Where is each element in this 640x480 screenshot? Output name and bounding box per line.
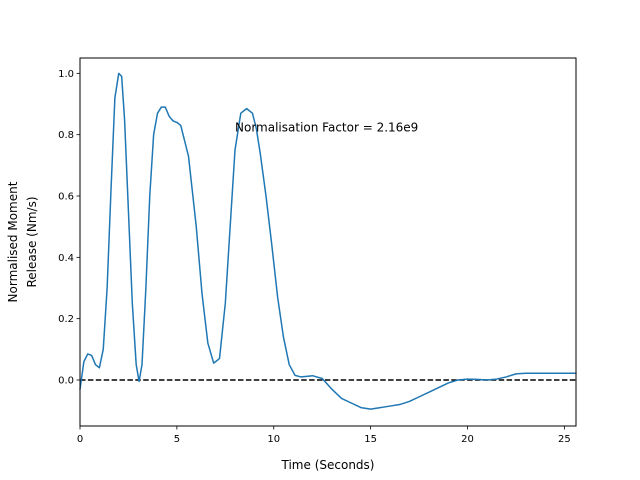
plot-content bbox=[79, 72, 577, 410]
x-tick-label: 5 bbox=[174, 434, 180, 445]
series-line-1 bbox=[79, 72, 577, 410]
plot-area bbox=[80, 58, 576, 426]
x-tick-label: 15 bbox=[364, 434, 377, 445]
y-axis-label-line-2: Release (Nm/s) bbox=[25, 196, 39, 287]
y-axis-label-line-1: Normalised Moment bbox=[6, 181, 20, 302]
plot-frame bbox=[79, 57, 577, 427]
x-tick-label: 10 bbox=[267, 434, 280, 445]
x-axis-ticks: 0 5 10 15 20 25 bbox=[77, 426, 571, 445]
y-tick-label: 0.8 bbox=[58, 130, 74, 141]
y-tick-label: 0.4 bbox=[58, 253, 74, 264]
y-tick-label: 0.2 bbox=[58, 314, 74, 325]
y-tick-label: 1.0 bbox=[58, 69, 74, 80]
y-tick-label: 0.0 bbox=[58, 376, 74, 387]
x-tick-label: 0 bbox=[77, 434, 83, 445]
y-tick-label: 0.6 bbox=[58, 192, 74, 203]
y-axis-ticks: 0.0 0.2 0.4 0.6 0.8 1.0 bbox=[58, 69, 80, 387]
x-tick-label: 20 bbox=[461, 434, 474, 445]
x-tick-label: 25 bbox=[558, 434, 571, 445]
normalisation-annotation: Normalisation Factor = 2.16e9 bbox=[235, 121, 418, 135]
x-axis-label: Time (Seconds) bbox=[281, 458, 375, 472]
